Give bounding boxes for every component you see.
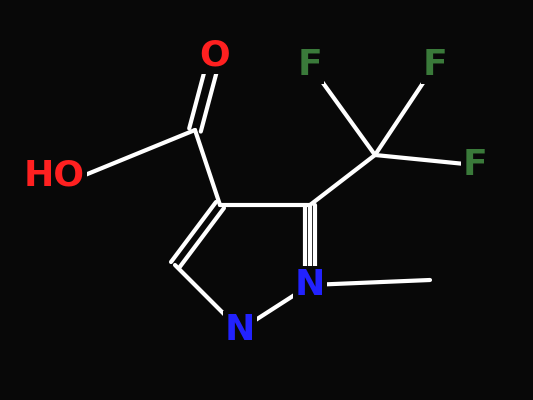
Text: F: F: [423, 48, 447, 82]
Text: F: F: [297, 48, 322, 82]
Text: N: N: [295, 268, 325, 302]
Text: O: O: [200, 38, 230, 72]
Text: N: N: [225, 313, 255, 347]
Text: F: F: [463, 148, 487, 182]
Text: HO: HO: [24, 158, 85, 192]
